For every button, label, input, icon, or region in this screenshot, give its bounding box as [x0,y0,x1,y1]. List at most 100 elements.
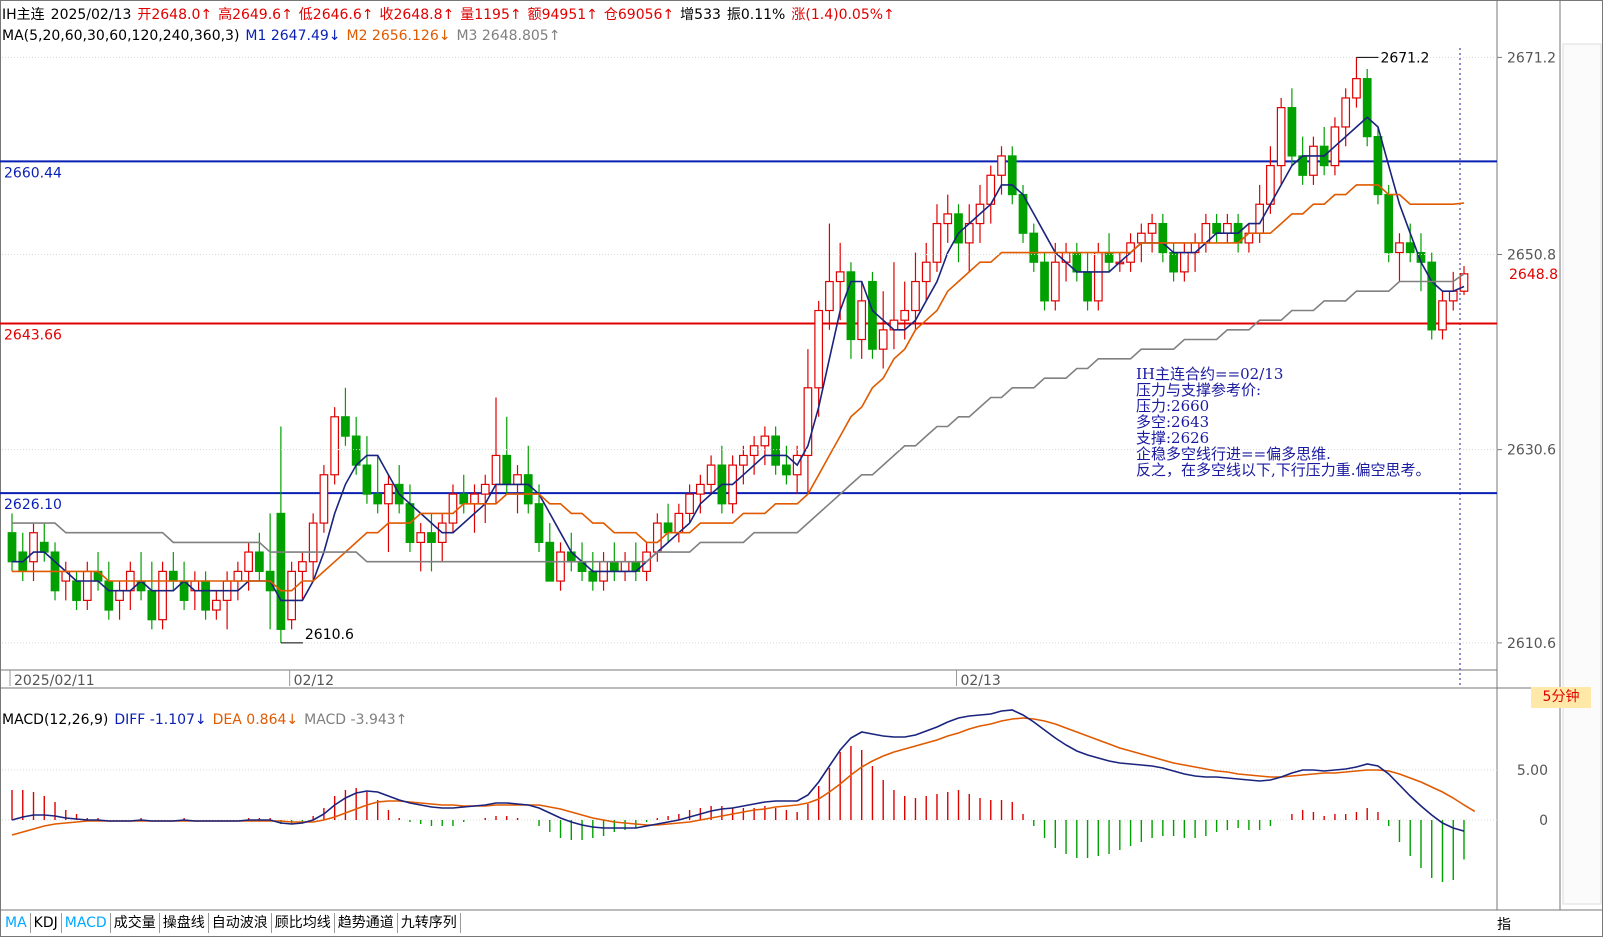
candle [1255,184,1265,243]
candle [448,484,458,533]
candle-body [868,280,877,350]
candle [82,561,92,611]
candle [964,204,974,272]
candle [147,561,157,630]
indicator-tab[interactable]: 自动波浪 [209,913,272,933]
candle-body [147,590,157,621]
candle [1438,291,1447,340]
indicator-tab[interactable]: MACD [62,913,111,933]
candle-body [911,280,920,312]
candle [1319,126,1329,176]
candle [771,426,781,475]
candle-body [287,570,297,621]
candle-body [1007,155,1017,196]
annotation-line: IH主连合约==02/13 [1136,365,1284,383]
candle [330,407,340,485]
candle [803,349,813,495]
indicator-tab[interactable]: 九转序列 [398,913,461,933]
high-marker-label: 2671.2 [1380,50,1429,66]
candle [857,281,867,359]
candle [943,194,953,243]
indicator-tab[interactable]: 趋势通道 [335,913,398,933]
amount-value: 额94951↑ [527,7,598,23]
candle [706,455,716,495]
macd-header: MACD(12,26,9) DIFF -1.107↓ DEA 0.864↓ MACD … [2,711,413,729]
candle-body [39,541,49,553]
candle [556,542,565,591]
macd-tick-label: 0 [1539,813,1548,829]
candle [168,552,178,591]
candle [1373,126,1383,205]
open-interest-value: 仓69056↑ [603,7,675,23]
indicator-corner-label[interactable]: 指 [1497,917,1511,933]
candle-body [620,561,630,572]
candle [1007,146,1017,205]
candle-body [384,483,393,505]
candle [480,474,490,524]
candle [18,532,28,582]
period-badge[interactable]: 5分钟 [1531,687,1591,708]
candles [7,57,1469,643]
m2-value: M2 2656.126↓ [346,28,451,44]
candle [158,561,167,630]
candle-body [1147,222,1157,234]
candle-body [201,580,210,611]
candle [1147,213,1157,253]
candle-body [782,464,791,476]
candle-body [932,222,942,263]
candle-body [835,271,845,283]
candle-body [1040,261,1049,302]
indicator-tab[interactable]: 顾比均线 [272,913,335,933]
candle-body [276,512,286,630]
ma-header: MA(5,20,60,30,60,120,240,360,3) M1 2647.4… [2,27,566,45]
candle [1427,252,1437,340]
candle [685,484,694,524]
candle-body [900,309,910,321]
indicator-tab[interactable]: MA [2,913,31,933]
candle-body [448,493,458,524]
candle-body [846,271,856,341]
candle-body [609,561,619,572]
macd-panel: 5.00 0 [2,709,1548,882]
reference-line-label: 2660.44 [4,165,62,181]
dea-value: DEA 0.864↓ [212,712,299,728]
candle-body [685,493,694,515]
candle-body [1158,222,1168,254]
candle [7,513,17,572]
candle [1362,68,1372,147]
price-tick-label: 2671.2 [1507,50,1556,66]
candle [244,542,253,591]
annotation-line: 压力:2660 [1136,397,1210,415]
candle-body [943,213,953,225]
change-value: 涨(1.4)0.05%↑ [791,7,895,23]
candle-body [330,416,340,476]
annotation-line: 反之，在多空线以下,下行压力重.偏空思考。 [1136,461,1431,479]
candle [835,242,845,321]
candle-body [663,522,673,534]
candle [1276,97,1286,185]
date-label: 2025/02/13 [50,7,132,23]
indicator-tab[interactable]: KDJ [31,913,62,933]
candle [814,300,824,417]
candle [1309,136,1318,185]
macd-tick-label: 5.00 [1517,763,1548,779]
candle-body [255,551,264,572]
candle [72,571,81,611]
candle [717,445,727,514]
candle-body [513,474,522,486]
candle [1244,223,1254,253]
candle [1395,233,1404,282]
candle [674,503,684,543]
candle-body [351,435,361,466]
axes: 2671.2 2650.8 2630.6 2610.6 2648.8 2671.2 2610… [2,50,1558,689]
candle-body [233,570,243,582]
candle [1223,213,1232,243]
reference-line-label: 2643.66 [4,327,62,343]
candle-body [308,522,318,563]
candle [373,455,383,514]
indicator-tab[interactable]: 成交量 [111,913,160,933]
indicator-tab[interactable]: 操盘线 [160,913,209,933]
low-value: 低2646.6↑ [298,7,374,23]
price-tick-label: 2610.6 [1507,636,1556,652]
